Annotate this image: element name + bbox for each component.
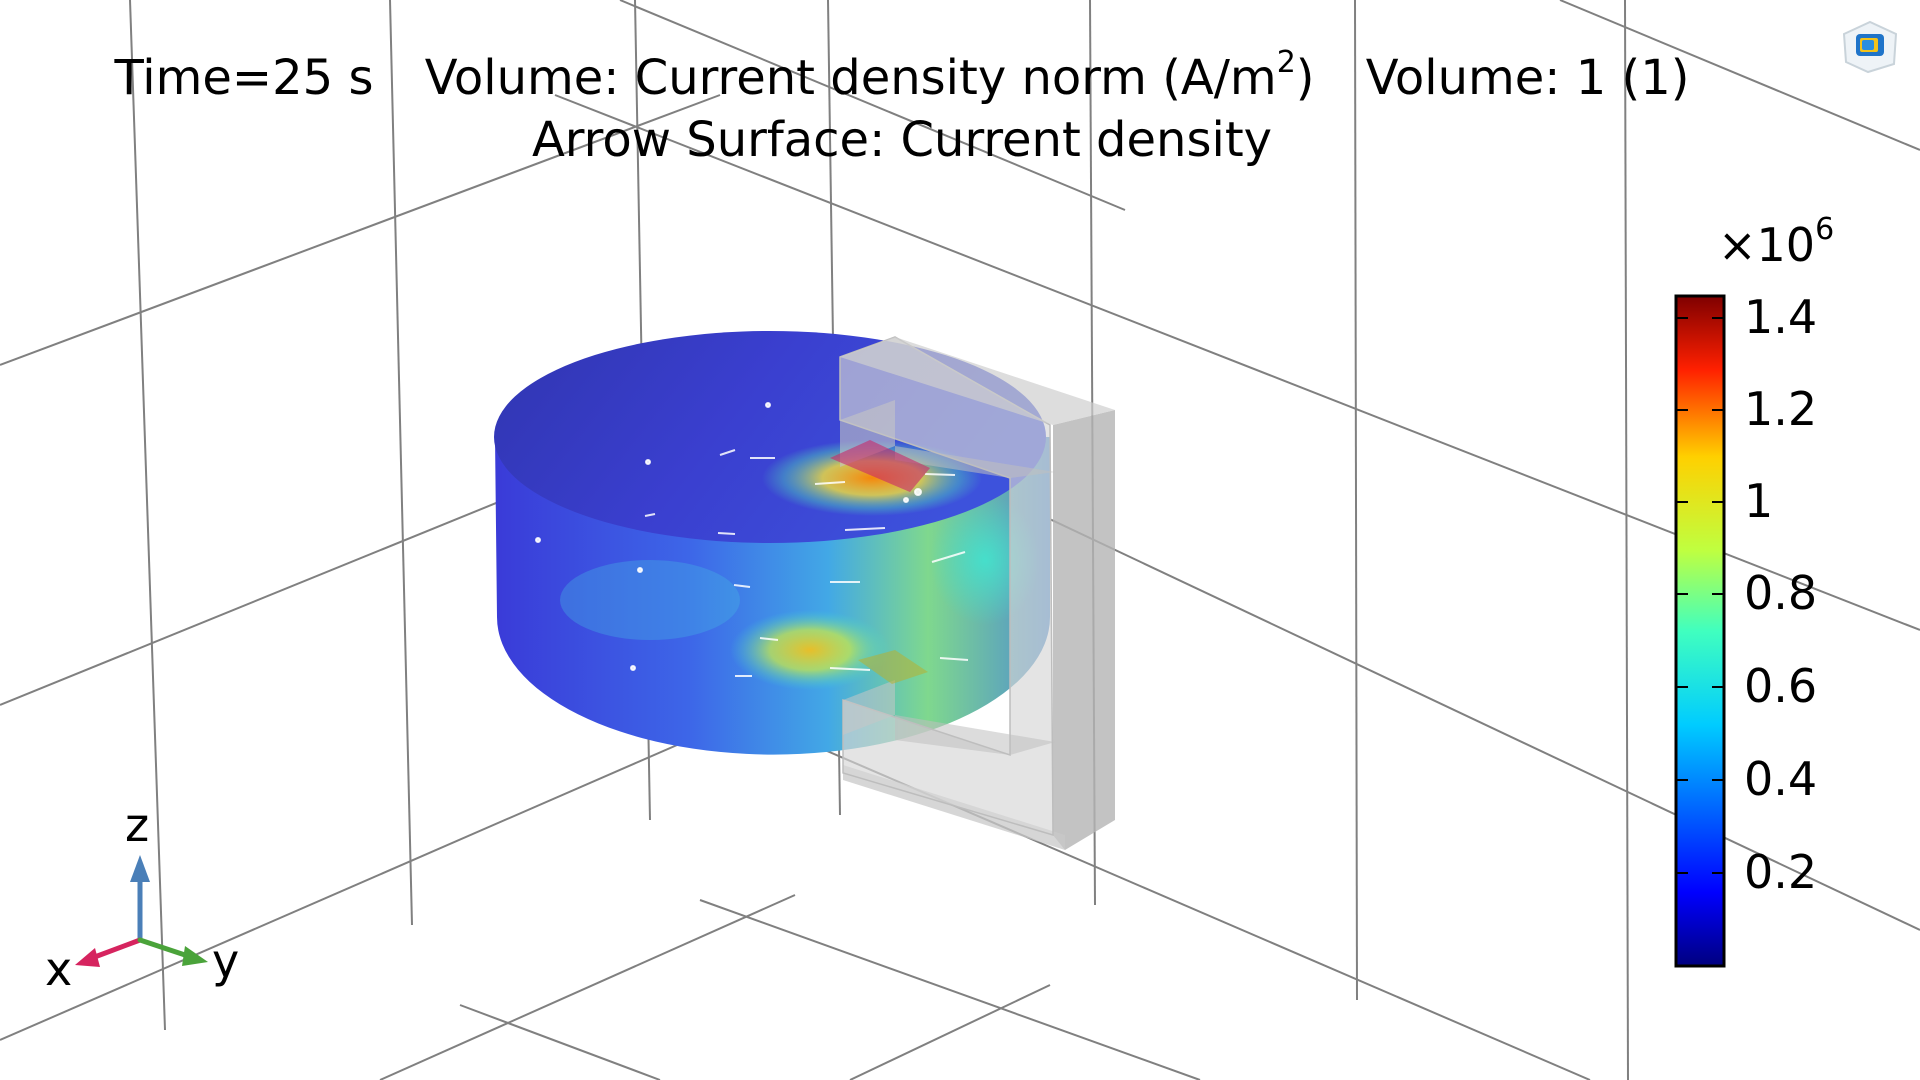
colorbar-scale-exponent: 6 (1815, 212, 1835, 247)
volume-expression-suffix: ) (1295, 50, 1315, 106)
current-density-arrows (535, 402, 969, 677)
volume-expression-text: Volume: Current density norm (A/m (424, 50, 1277, 106)
colorbar-scale-text: ×10 (1718, 218, 1816, 272)
volume-2-label: Volume: 1 (1) (1365, 50, 1690, 106)
colorbar-tick-label: 0.4 (1744, 752, 1818, 806)
colorbar-tick-label: 1.4 (1744, 290, 1818, 344)
colorbar-tick-label: 1 (1744, 474, 1774, 528)
volume-expression: Volume: Current density norm (A/m2) (424, 48, 1315, 107)
colorbar-tick-label: 0.8 (1744, 566, 1818, 620)
colorbar-tick-label: 1.2 (1744, 382, 1818, 436)
colorbar (1674, 294, 1726, 968)
colorbar-tick-label: 0.2 (1744, 845, 1818, 899)
colorbar-scale-factor: ×106 (1718, 215, 1834, 273)
axis-triad (75, 855, 208, 967)
comsol-logo-icon[interactable] (1838, 14, 1902, 78)
plot-title-line-2: Arrow Surface: Current density (0, 112, 1804, 168)
magnetic-core[interactable] (830, 336, 1115, 850)
time-label: Time=25 s (114, 50, 374, 106)
plot-title-line-1: Time=25 s Volume: Current density norm (… (0, 48, 1804, 107)
triad-z-label: z (125, 798, 150, 852)
triad-x-label: x (45, 942, 73, 996)
triad-y-label: y (212, 934, 240, 988)
arrow-surface-label: Arrow Surface: Current density (531, 112, 1273, 168)
volume-expression-exponent: 2 (1276, 45, 1296, 80)
colorbar-tick-label: 0.6 (1744, 659, 1818, 713)
